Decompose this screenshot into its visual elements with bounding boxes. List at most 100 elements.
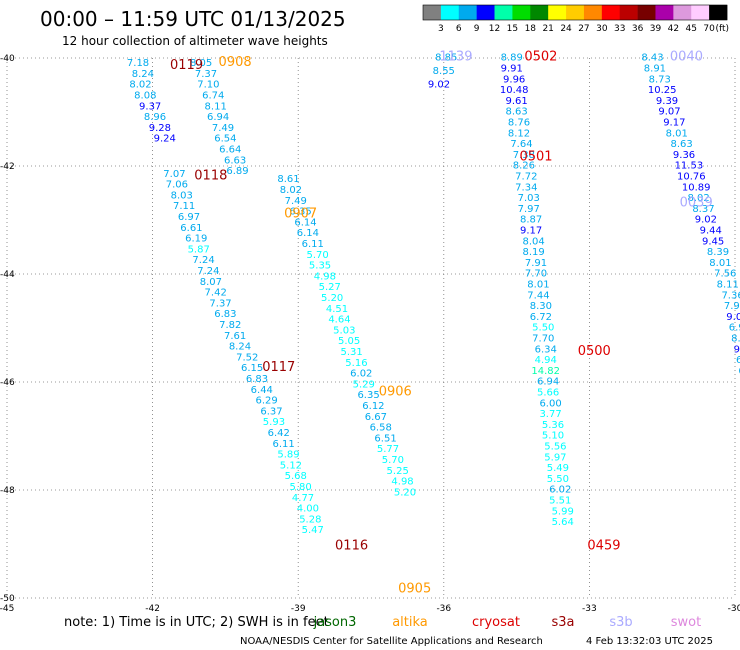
wave-height-reading: 7.37	[209, 298, 231, 309]
wave-height-reading: 8.26	[513, 161, 535, 172]
wave-height-reading: 8.01	[709, 258, 731, 269]
wave-height-reading: 7.42	[205, 288, 227, 299]
wave-height-reading: 6.94	[537, 377, 559, 388]
wave-height-reading: 5.77	[377, 444, 399, 455]
colorbar-swatch	[601, 5, 621, 20]
wave-height-reading: 9.02	[695, 215, 717, 226]
pass-labels: 0119 0908 0118 0907 0117 0906 0116 0905 0502 0501…	[170, 50, 713, 597]
legend-entry: swot	[671, 615, 701, 630]
wave-height-reading: 7.70	[525, 269, 547, 280]
wave-height-reading: 8.03	[171, 190, 193, 201]
wave-height-reading: 6.29	[256, 396, 278, 407]
wave-height-reading: 8.30	[530, 301, 552, 312]
x-tick-label: -39	[291, 604, 306, 614]
pass-time-label: 0116	[335, 538, 368, 553]
wave-height-reading: 14.82	[531, 366, 560, 377]
wave-height-reading: 5.50	[547, 474, 569, 485]
wave-height-reading: 5.64	[552, 517, 574, 528]
colorbar-label: 30	[596, 24, 608, 34]
wave-height-reading: 6.51	[374, 433, 396, 444]
colorbar-label: 42	[668, 24, 679, 34]
satellite-legend: jason3 altika cryosat s3a s3b swot	[313, 615, 702, 630]
wave-height-reading: 7.24	[192, 255, 214, 266]
pass-time-label: 0501	[519, 150, 552, 165]
wave-height-reading: 7.49	[285, 196, 307, 207]
wave-height-reading: 8.04	[522, 236, 544, 247]
wave-height-reading: 8.01	[527, 280, 549, 291]
y-tick-label: -40	[0, 54, 15, 64]
wave-height-reading: 4.00	[297, 504, 319, 515]
pass-time-label: 0905	[398, 582, 431, 597]
wave-height-reading: 7.44	[527, 290, 549, 301]
wave-height-reading: 6.83	[246, 374, 268, 385]
wave-height-reading: 6.97	[178, 212, 200, 223]
wave-height-reading: 7.61	[224, 331, 246, 342]
y-tick-label: -42	[0, 162, 15, 172]
wave-height-reading: 8.37	[692, 204, 714, 215]
pass-time-label: 0117	[262, 360, 295, 375]
colorbar-label: 45	[686, 24, 697, 34]
wave-height-reading: 5.51	[549, 496, 571, 507]
wave-height-reading: 6.00	[539, 398, 561, 409]
wave-height-reading: 5.99	[552, 506, 574, 517]
colorbar-label: 9	[474, 24, 480, 34]
wave-height-reading: 8.05	[190, 58, 212, 69]
wave-height-reading: 5.56	[544, 442, 566, 453]
wave-height-reading: 5.12	[280, 460, 302, 471]
wave-height-reading: 8.85	[435, 53, 457, 64]
pass-time-label: 0908	[219, 55, 252, 70]
wave-height-reading: 10.48	[500, 85, 529, 96]
wave-height-reading: 7.10	[197, 80, 219, 91]
wave-height-reading: 8.11	[717, 280, 739, 291]
colorbar-swatch	[583, 5, 603, 20]
wave-height-reading: 6.34	[535, 344, 557, 355]
grid-lines	[6, 57, 736, 599]
colorbar-swatch	[619, 5, 638, 20]
wave-height-reading: 7.03	[518, 193, 540, 204]
wave-height-reading: 7.70	[532, 334, 554, 345]
wave-height-reading: 8.02	[687, 193, 709, 204]
wave-height-reading: 6.64	[219, 145, 241, 156]
wave-height-reading: 6.74	[202, 91, 224, 102]
wave-height-reading: 5.29	[353, 379, 375, 390]
wave-height-reading: 9.96	[503, 74, 525, 85]
wave-height-reading: 8.91	[644, 64, 666, 75]
y-tick-label: -48	[0, 486, 15, 496]
wave-height-reading: 6.02	[350, 369, 372, 380]
wave-height-reading: 5.50	[532, 323, 554, 334]
legend-entry: cryosat	[472, 615, 520, 630]
colorbar: 3 6 9 12 15 18 21 24 27 30 33 36 39 42 45 70 (ft)	[422, 4, 729, 34]
wave-height-reading: 8.96	[144, 112, 166, 123]
wave-height-reading: 6.89	[226, 166, 248, 177]
wave-height-reading: 7.06	[166, 180, 188, 191]
wave-height-reading: 9.17	[520, 226, 542, 237]
wave-height-reading: 6.98	[729, 323, 740, 334]
colorbar-swatch	[691, 5, 710, 20]
wave-height-reading: 6.19	[185, 234, 207, 245]
colorbar-label: 21	[542, 24, 553, 34]
wave-height-reading: 9.44	[700, 226, 722, 237]
wave-height-reading: 8.02	[129, 80, 151, 91]
wave-height-reading: 7.49	[212, 123, 234, 134]
colorbar-frame	[422, 4, 728, 21]
colorbar-label: 12	[489, 24, 500, 34]
wave-height-reading: 8.12	[508, 128, 530, 139]
wave-height-reading: 9.28	[149, 123, 171, 134]
colorbar-swatch	[458, 5, 477, 20]
wave-height-reading: 8.24	[132, 69, 154, 80]
wave-height-reading: 5.28	[299, 514, 321, 525]
legend-entry: s3b	[609, 615, 632, 630]
colorbar-swatch	[548, 5, 567, 20]
wave-height-reading: 6.67	[738, 366, 740, 377]
wave-height-reading: 5.05	[338, 336, 360, 347]
wave-height-reading: 9.24	[154, 134, 176, 145]
colorbar-label: 15	[507, 24, 518, 34]
wave-height-reading: 7.64	[510, 139, 532, 150]
wave-height-reading: 8.63	[670, 139, 692, 150]
wave-height-reading: 8.24	[229, 342, 251, 353]
pass-time-label: 0459	[587, 538, 620, 553]
footer-note: note: 1) Time is in UTC; 2) SWH is in fe…	[64, 615, 329, 630]
wave-height-reading: 9.36	[673, 150, 695, 161]
wave-height-reading: 5.35	[309, 261, 331, 272]
